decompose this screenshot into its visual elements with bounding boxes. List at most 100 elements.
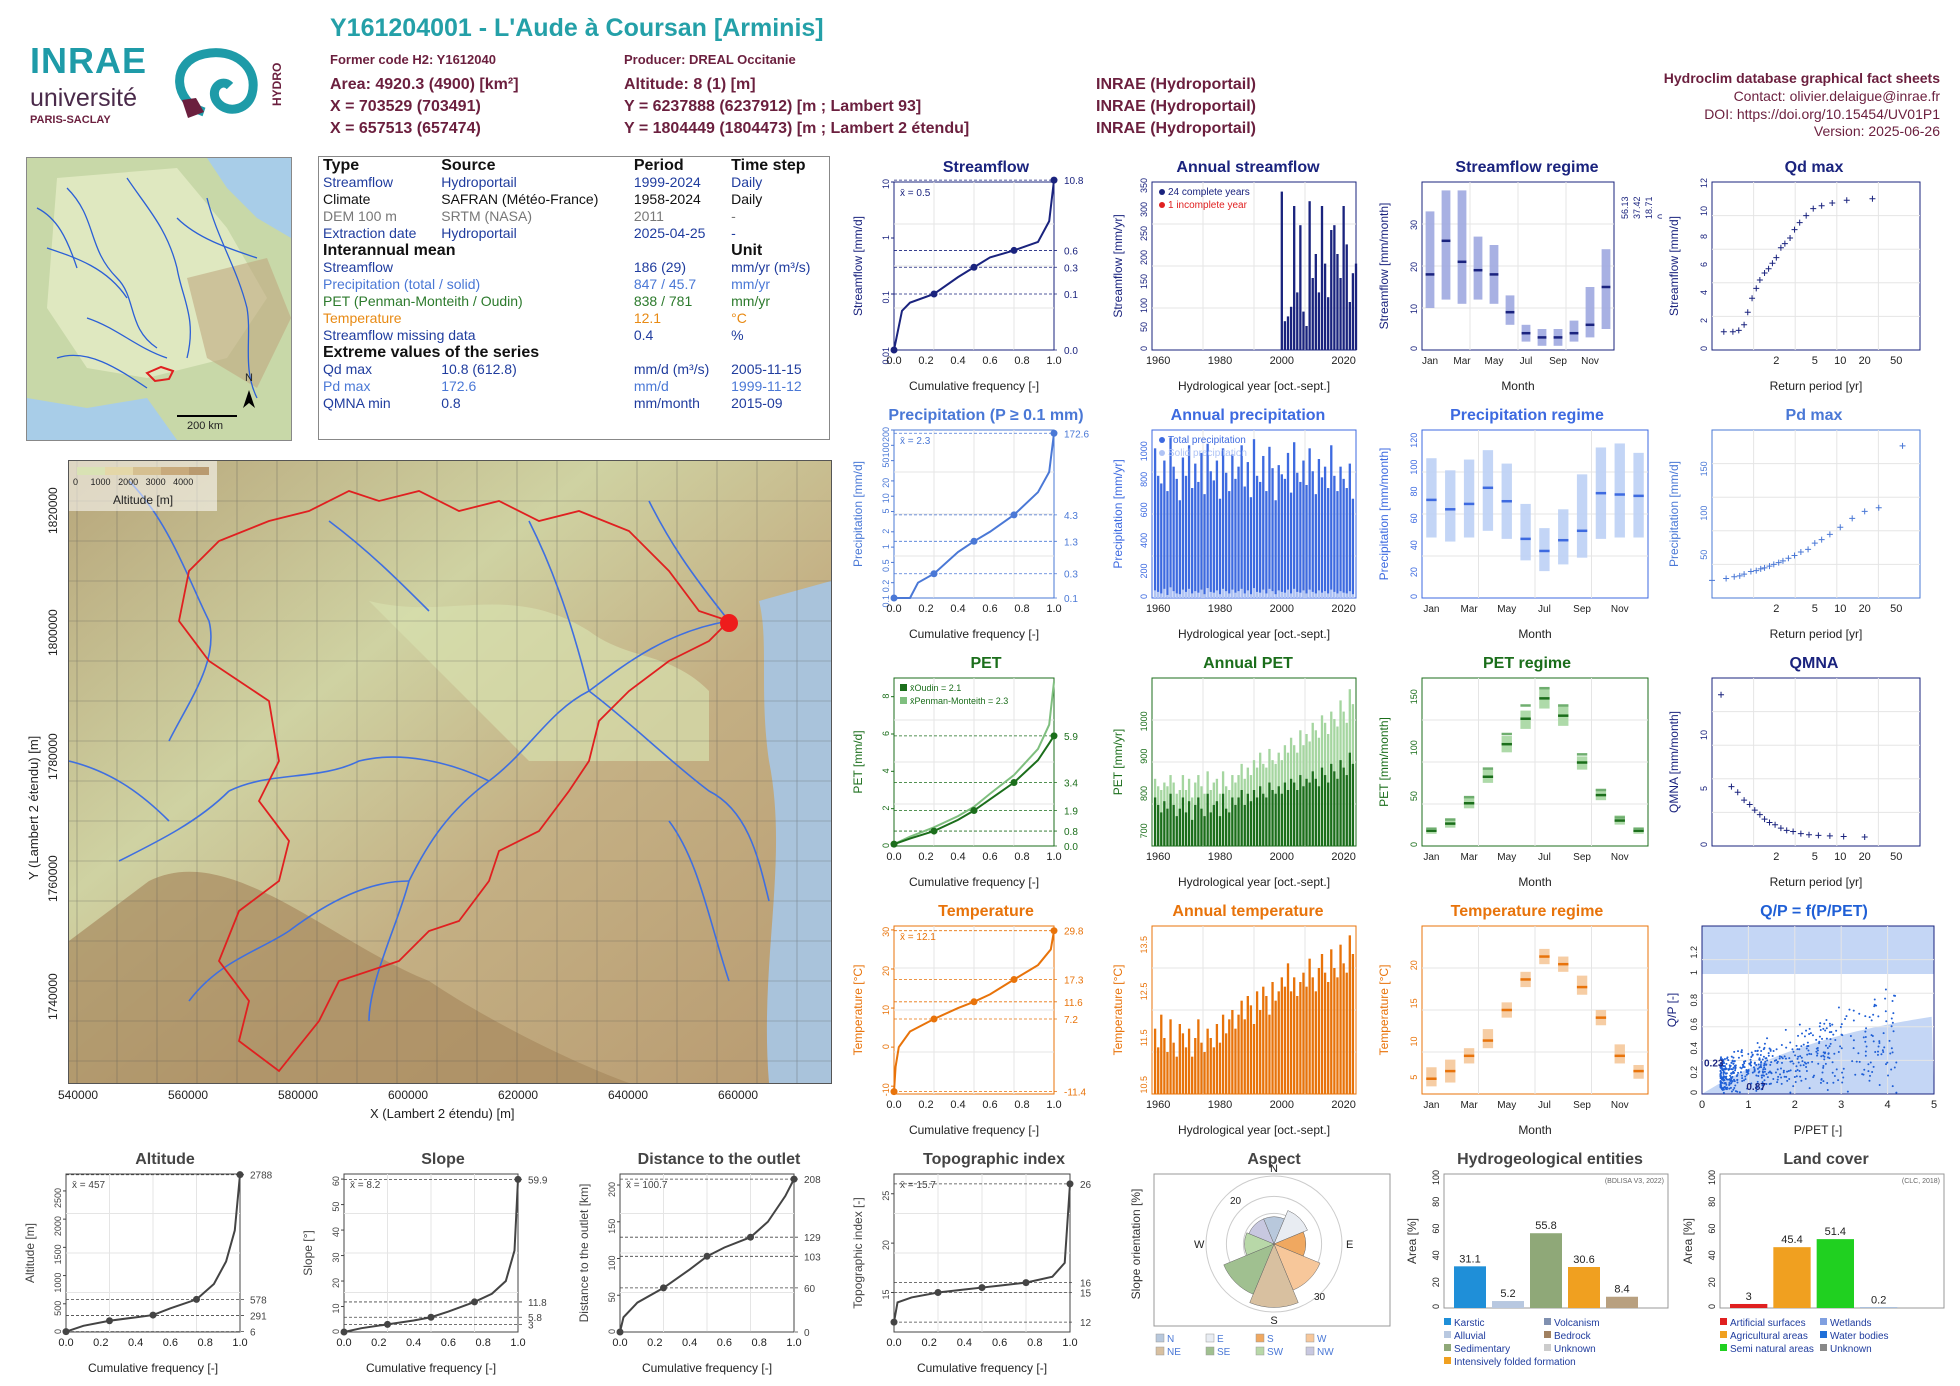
data-point — [1805, 546, 1812, 553]
x-tick-label: 0.6 — [163, 1337, 178, 1349]
y-tick-label: 100 — [1139, 298, 1149, 313]
mean-label: x̄ = 0.5 — [900, 188, 931, 199]
data-point — [1852, 1009, 1855, 1012]
data-point — [1722, 1073, 1725, 1076]
cell: PET (Penman-Monteith / Oudin) — [323, 293, 523, 309]
bar — [1225, 1033, 1228, 1094]
bar — [1330, 763, 1333, 846]
table-row: Precipitation (total / solid) 847 / 45.7… — [319, 276, 829, 293]
bar-solid — [1302, 590, 1305, 598]
bar — [1339, 944, 1342, 1094]
data-point — [1828, 1057, 1831, 1060]
data-point — [1805, 1070, 1808, 1073]
x-tick-label: 50 — [1890, 603, 1902, 615]
y-tick-label: 700 — [1139, 823, 1149, 838]
y-axis-label: Topographic index [-] — [851, 1197, 865, 1308]
chart-title: Temperature regime — [1451, 903, 1604, 920]
y-axis-label: Precipitation [mm/yr] — [1111, 459, 1125, 568]
data-point — [1730, 1090, 1733, 1093]
bar — [1153, 448, 1157, 598]
y-tick-label: 20 — [1409, 567, 1419, 577]
quantile-point — [930, 570, 938, 578]
bar — [1237, 466, 1240, 598]
bar — [1225, 472, 1228, 598]
data-point — [1765, 265, 1772, 272]
data-point — [1884, 988, 1887, 991]
data-point — [1787, 1069, 1790, 1072]
bar — [1237, 1014, 1240, 1094]
bar — [1323, 972, 1327, 1094]
quantile-label: 60 — [804, 1284, 816, 1295]
data-point — [1815, 1038, 1818, 1041]
y-tick-label: 600 — [1139, 502, 1149, 517]
legend-swatch — [1205, 1333, 1215, 1343]
data-point — [1808, 1052, 1811, 1055]
data-point — [1768, 1047, 1771, 1050]
y-tick-label: 20 — [331, 1278, 341, 1288]
data-point — [1881, 1049, 1884, 1052]
data-point — [1884, 997, 1887, 1000]
y-tick-label: 0 — [1689, 1090, 1699, 1095]
data-point — [1739, 1066, 1742, 1069]
data-point — [1789, 1091, 1792, 1094]
compass-label: E — [1346, 1239, 1353, 1251]
data-point — [1726, 1086, 1729, 1089]
y-tick-label: 80 — [1409, 486, 1419, 496]
category-bar — [1730, 1303, 1768, 1308]
bar-solid — [1342, 592, 1345, 598]
data-point — [1766, 1059, 1769, 1062]
bar-solid — [1305, 593, 1308, 598]
x-tick-label: 0.2 — [371, 1337, 386, 1349]
bar-solid — [1231, 589, 1234, 598]
doi-link[interactable]: DOI: https://doi.org/10.15454/UV01P1 — [1704, 106, 1940, 122]
legend-swatch — [1544, 1318, 1551, 1325]
x-tick: 540000 — [58, 1088, 99, 1102]
x-tick-label: 1980 — [1208, 355, 1232, 367]
quantile-point — [1050, 176, 1058, 184]
bar — [1342, 478, 1345, 598]
bar — [1178, 808, 1181, 846]
y-tick-label: 20 — [881, 478, 891, 488]
data-point — [1753, 567, 1760, 574]
data-point — [1804, 1077, 1807, 1080]
data-point — [1769, 1082, 1772, 1085]
data-point — [1885, 1063, 1888, 1066]
interannual-header-row: Interannual mean Unit — [319, 242, 829, 259]
data-point — [1795, 1044, 1798, 1047]
bar-solid — [1348, 591, 1351, 598]
data-point — [1842, 1076, 1845, 1079]
data-point — [1752, 1066, 1755, 1069]
data-point — [1736, 1081, 1739, 1084]
data-point — [1756, 1080, 1759, 1083]
data-point — [1886, 1061, 1889, 1064]
y-tick-label: 0 — [607, 1329, 617, 1334]
data-point — [1852, 1019, 1855, 1022]
x-tick-label: 2000 — [1270, 1099, 1294, 1111]
bar — [1354, 263, 1358, 350]
mean-label: x̄ = 2.3 — [900, 436, 931, 447]
y-tick-label: 2 — [881, 529, 891, 534]
bar-value-label: 30.6 — [1573, 1254, 1594, 1266]
data-point — [1858, 1060, 1861, 1063]
y-tick-label: 1.2 — [1689, 946, 1699, 959]
bar — [1345, 488, 1348, 598]
x-tick-label: 0.0 — [886, 1099, 901, 1111]
data-point — [1891, 1085, 1894, 1088]
data-point — [1724, 1082, 1727, 1085]
catchment-boundary — [178, 490, 731, 1073]
y-tick-label: 40 — [1409, 540, 1419, 550]
data-point — [1828, 1022, 1831, 1025]
bar — [1330, 949, 1333, 1094]
bar — [1246, 996, 1249, 1094]
data-point — [1786, 1070, 1789, 1073]
data-point — [1777, 1075, 1780, 1078]
y-tick-label: 1 — [881, 544, 891, 549]
bar — [1296, 472, 1299, 598]
y-tick-label: 11.5 — [1139, 1029, 1149, 1046]
bar — [1289, 492, 1293, 598]
y-tick-label: 0.5 — [881, 559, 891, 572]
bar — [1166, 1052, 1169, 1094]
quantile-point — [62, 1328, 70, 1336]
data-point — [1728, 1081, 1731, 1084]
universite-logo: université — [30, 84, 137, 112]
